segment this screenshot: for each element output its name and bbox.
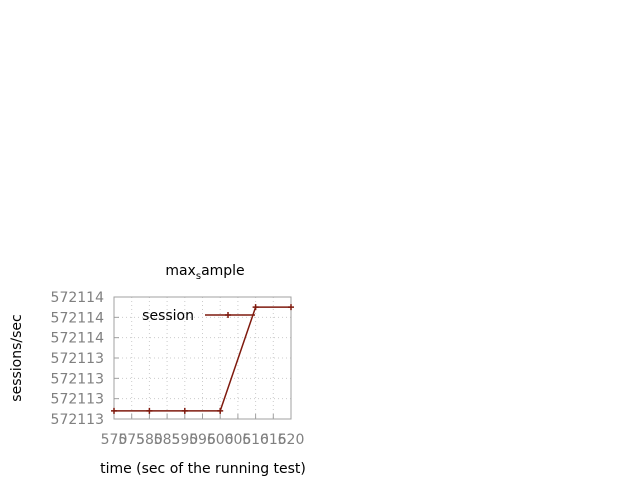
x-tick-label: 605 <box>225 432 252 448</box>
x-tick-label: 590 <box>171 432 198 448</box>
data-point <box>252 304 259 311</box>
y-tick-label: 572114 <box>51 310 105 326</box>
chart-title: maxsample <box>165 263 244 282</box>
x-tick-label: 600 <box>207 432 234 448</box>
legend-label: session <box>142 308 194 324</box>
y-tick-label: 572114 <box>51 331 105 347</box>
x-tick-label: 610 <box>242 432 269 448</box>
legend: session <box>142 308 255 324</box>
y-tick-label: 572114 <box>51 290 105 306</box>
x-tick-label: 570 <box>101 432 128 448</box>
data-point <box>181 407 188 414</box>
legend-marker <box>225 312 231 318</box>
y-tick-label: 572113 <box>51 392 104 408</box>
x-tick-label: 595 <box>189 432 216 448</box>
x-axis-label: time (sec of the running test) <box>100 461 306 477</box>
data-point <box>217 407 224 414</box>
y-tick-label: 572113 <box>51 351 104 367</box>
data-point <box>288 304 294 311</box>
x-tick-label: 585 <box>154 432 181 448</box>
y-tick-label: 572113 <box>51 412 104 428</box>
y-tick-label: 572113 <box>51 371 104 387</box>
x-tick-label: 575 <box>118 432 145 448</box>
y-axis: 572113 572113 572113 572113 572114 572114 5721… <box>51 290 119 428</box>
x-tick-label: 620 <box>278 432 305 448</box>
series-layer <box>111 304 294 414</box>
data-point <box>111 407 117 414</box>
data-point <box>146 407 153 414</box>
series-line-session <box>114 306 291 412</box>
x-tick-label: 615 <box>260 432 287 448</box>
grid <box>114 297 291 419</box>
x-tick-label: 580 <box>136 432 163 448</box>
y-axis-label: sessions/sec <box>9 314 25 401</box>
